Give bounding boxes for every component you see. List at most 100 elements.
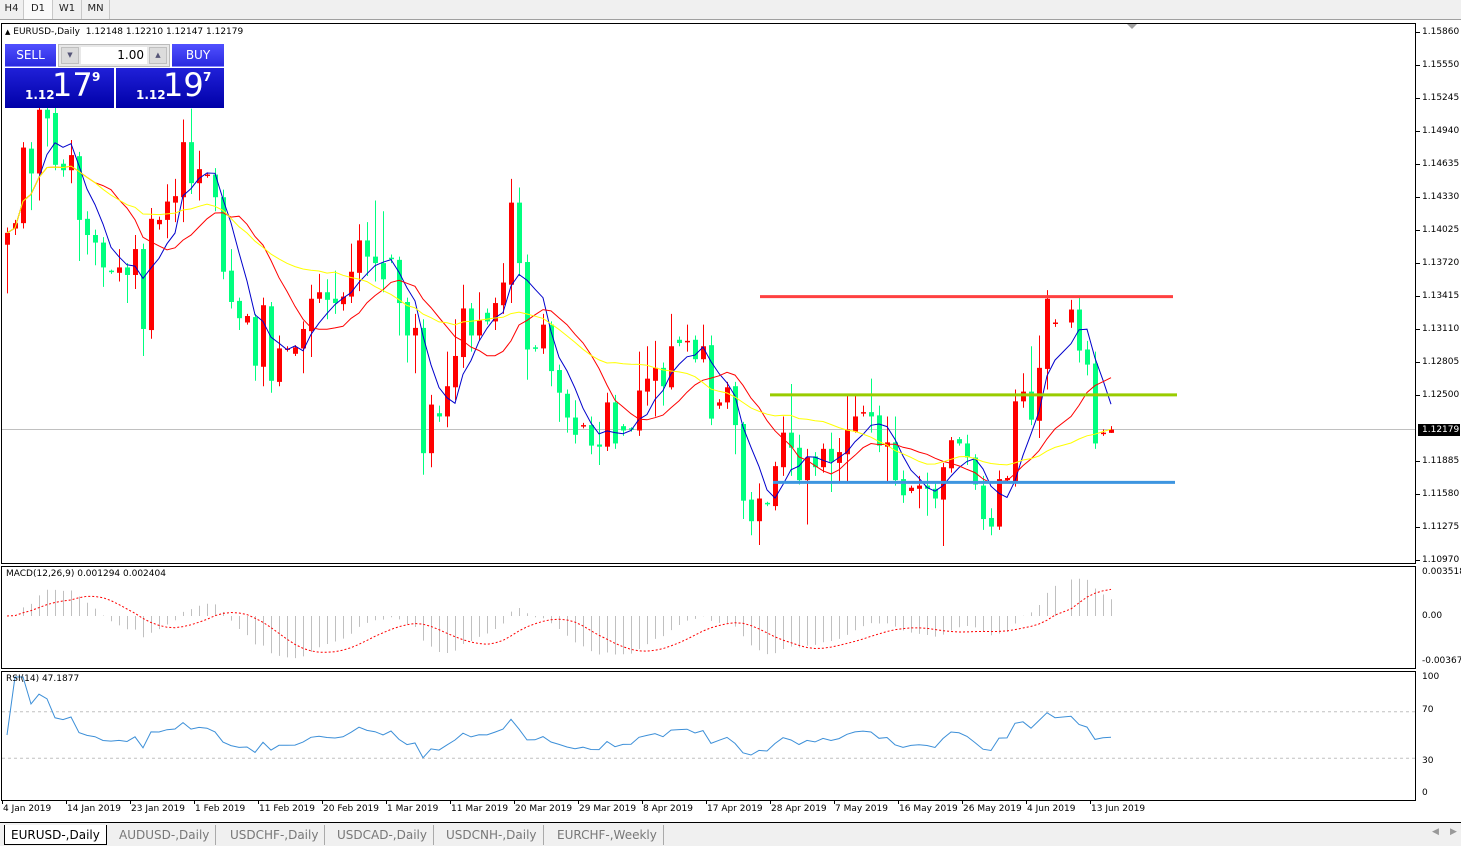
date-axis-label: 11 Feb 2019 <box>259 804 316 814</box>
candle-body <box>485 312 490 322</box>
tabs-scroll-right-icon[interactable]: ▶ <box>1450 827 1457 837</box>
tab-usdcnh-daily[interactable]: USDCNH-,Daily <box>440 825 544 845</box>
candle <box>261 297 266 387</box>
rsi-axis-100: 100 <box>1422 672 1440 682</box>
macd-pane[interactable] <box>1 566 1416 669</box>
candle-body <box>509 202 514 285</box>
candle <box>117 249 122 282</box>
collapse-triangle-icon[interactable]: ▲ <box>5 28 11 36</box>
timeframe-h4[interactable]: H4 <box>0 0 24 19</box>
candle-body <box>493 303 498 322</box>
timeframe-d1[interactable]: D1 <box>24 0 53 19</box>
buy-button[interactable]: BUY <box>172 44 224 67</box>
candle <box>789 384 794 476</box>
lot-decrease-icon[interactable]: ▼ <box>61 47 79 64</box>
tab-audusd-daily[interactable]: AUDUSD-,Daily <box>113 825 217 845</box>
buy-price[interactable]: 1.12 19 7 <box>116 66 224 108</box>
candle-body <box>349 271 354 297</box>
candle-body <box>893 442 898 481</box>
candle-body <box>293 347 298 354</box>
candle <box>653 340 658 417</box>
date-axis-label: 4 Jun 2019 <box>1027 804 1076 814</box>
candle <box>77 151 82 261</box>
rsi-pane[interactable] <box>1 671 1416 801</box>
ma-fast-line <box>6 142 1112 499</box>
candle-body <box>197 169 202 184</box>
candle <box>405 297 410 363</box>
tab-eurusd-daily[interactable]: EURUSD-,Daily <box>4 825 107 845</box>
candle <box>317 273 322 304</box>
price-axis-label: 1.11885 <box>1422 456 1460 467</box>
candle <box>69 139 74 184</box>
buy-price-prefix: 1.12 <box>136 88 166 102</box>
timeframe-mn[interactable]: MN <box>82 0 110 19</box>
candle-body <box>1045 298 1050 369</box>
sell-price-fraction: 9 <box>92 70 101 84</box>
candle-body <box>237 300 242 319</box>
price-axis-label: 1.11275 <box>1422 522 1460 533</box>
candle <box>573 400 578 444</box>
candle-body <box>757 498 762 522</box>
price-axis-label: 1.12805 <box>1422 356 1460 367</box>
ma-mid-line <box>6 165 1112 484</box>
candle-body <box>645 378 650 392</box>
timeframe-toolbar: H4 D1 W1 MN <box>0 0 1461 20</box>
timeframe-w1[interactable]: W1 <box>53 0 82 19</box>
candle-body <box>405 301 410 336</box>
candle <box>189 108 194 194</box>
lot-size-input[interactable]: 1.00 <box>81 47 147 64</box>
candle <box>1109 426 1114 433</box>
candle <box>173 178 178 223</box>
candle-body <box>525 262 530 350</box>
tab-eurchf-weekly[interactable]: EURCHF-,Weekly <box>551 825 664 845</box>
price-axis-label: 1.15860 <box>1422 27 1460 37</box>
price-chart-pane[interactable] <box>1 23 1416 564</box>
candle-body <box>53 112 58 165</box>
candle-body <box>741 424 746 501</box>
candle-body <box>765 502 770 505</box>
candle-body <box>317 292 322 299</box>
candle-body <box>989 517 994 527</box>
candle-body <box>1021 391 1026 402</box>
sell-button[interactable]: SELL <box>5 44 56 67</box>
candle <box>821 443 826 473</box>
candle-body <box>597 444 602 447</box>
candle-body <box>589 425 594 446</box>
candle-body <box>533 347 538 349</box>
one-click-trading-panel: SELL ▼ 1.00 ▲ BUY 1.12 17 9 1.12 19 7 <box>5 44 224 108</box>
candle-body <box>557 370 562 393</box>
candle <box>813 452 818 476</box>
buy-price-pips: 19 <box>163 66 204 104</box>
candle-body <box>205 174 210 177</box>
chart-tabs: EURUSD-,Daily AUDUSD-,Daily USDCHF-,Dail… <box>0 822 1461 846</box>
candle <box>541 313 546 354</box>
lot-increase-icon[interactable]: ▲ <box>149 47 167 64</box>
candle-body <box>749 499 754 522</box>
candle-body <box>125 267 130 275</box>
candle-body <box>709 345 714 419</box>
lot-size-stepper[interactable]: ▼ 1.00 ▲ <box>58 44 170 67</box>
tab-usdcad-daily[interactable]: USDCAD-,Daily <box>331 825 434 845</box>
sell-price[interactable]: 1.12 17 9 <box>5 66 114 108</box>
candle-body <box>869 412 874 417</box>
candle <box>645 346 650 406</box>
candle <box>309 284 314 358</box>
candle-body <box>789 432 794 448</box>
candle <box>861 405 866 417</box>
buy-price-fraction: 7 <box>203 70 212 84</box>
candle-body <box>565 393 570 418</box>
candle-body <box>1005 478 1010 481</box>
candle-body <box>965 443 970 458</box>
tabs-scroll-left-icon[interactable]: ◀ <box>1432 827 1439 837</box>
tab-usdchf-daily[interactable]: USDCHF-,Daily <box>224 825 326 845</box>
candle-body <box>253 317 258 366</box>
macd-label: MACD(12,26,9) 0.001294 0.002404 <box>6 569 166 579</box>
price-axis-label: 1.14635 <box>1422 159 1460 170</box>
chart-shift-marker-icon[interactable] <box>1127 24 1137 29</box>
candle <box>1021 373 1026 408</box>
candle-body <box>917 485 922 489</box>
candle <box>1045 290 1050 390</box>
candle-body <box>781 432 786 468</box>
date-axis-tick <box>834 800 835 804</box>
candle-body <box>117 267 122 273</box>
